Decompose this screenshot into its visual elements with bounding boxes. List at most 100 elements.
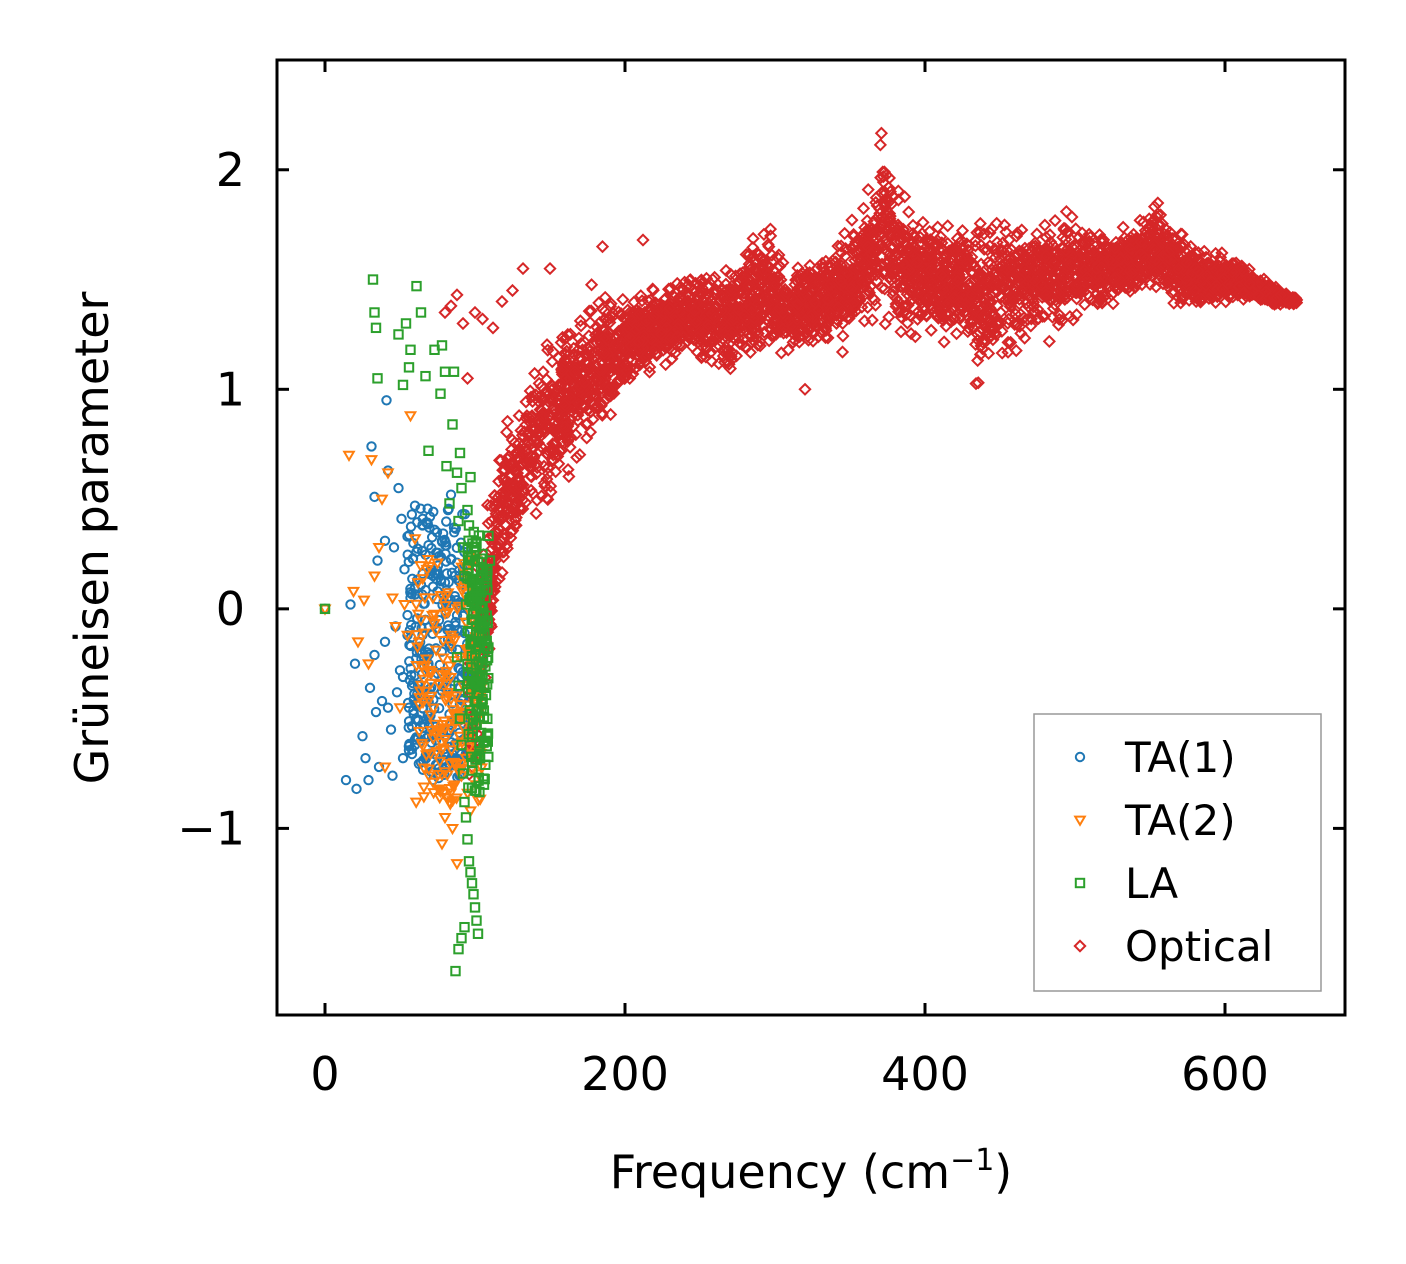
optical-point xyxy=(977,242,991,256)
optical-point xyxy=(628,361,642,376)
optical-point xyxy=(941,236,955,251)
la-point xyxy=(465,662,477,673)
optical-outlier-point xyxy=(516,261,530,276)
optical-point xyxy=(1113,279,1128,293)
optical-point xyxy=(1179,256,1194,270)
optical-point xyxy=(994,272,1008,286)
optical-point xyxy=(1144,224,1158,239)
ta1-point xyxy=(440,537,451,548)
optical-point xyxy=(767,279,781,293)
optical-point xyxy=(1040,268,1054,283)
optical-point xyxy=(1242,272,1256,286)
optical-point xyxy=(848,284,862,298)
ta1-point xyxy=(340,774,352,786)
optical-point xyxy=(750,298,764,312)
la-point xyxy=(471,915,482,926)
optical-point xyxy=(1131,274,1146,288)
optical-point xyxy=(1116,220,1130,234)
optical-point xyxy=(647,310,661,324)
optical-point xyxy=(815,256,829,270)
optical-point xyxy=(572,397,586,411)
optical-point xyxy=(583,425,598,439)
ta1-point xyxy=(399,564,410,575)
optical-point xyxy=(902,284,917,298)
optical-point xyxy=(516,478,530,492)
optical-point xyxy=(1091,295,1105,309)
optical-point xyxy=(953,300,967,314)
ta1-point xyxy=(376,695,388,707)
la-point xyxy=(465,471,476,483)
optical-point xyxy=(707,331,721,345)
optical-point xyxy=(757,227,771,241)
ta2-point xyxy=(416,697,430,710)
ta2-point xyxy=(427,618,442,631)
optical-point xyxy=(565,351,580,365)
ta1-point xyxy=(385,724,397,735)
optical-point xyxy=(593,363,607,377)
optical-point xyxy=(979,299,993,313)
optical-point xyxy=(691,330,705,344)
ta2-point xyxy=(418,593,432,605)
optical-point xyxy=(935,236,949,250)
optical-point xyxy=(997,276,1011,290)
ta1-point xyxy=(364,682,376,694)
optical-point xyxy=(969,376,983,391)
ta2-point xyxy=(416,741,430,753)
optical-point xyxy=(577,376,591,390)
ta1-point xyxy=(396,513,407,525)
ta1-point xyxy=(382,702,394,713)
ta1-point xyxy=(402,549,413,560)
optical-point xyxy=(823,277,838,291)
optical-point xyxy=(878,317,892,331)
optical-point xyxy=(1133,213,1147,227)
optical-point xyxy=(736,286,750,300)
optical-point xyxy=(518,436,532,450)
ta2-point xyxy=(414,561,428,573)
optical-point xyxy=(781,343,795,357)
optical-point xyxy=(609,337,623,351)
optical-point xyxy=(537,476,551,490)
optical-point xyxy=(861,240,875,254)
optical-point xyxy=(1059,204,1074,219)
optical-point xyxy=(744,301,758,315)
ta2-point xyxy=(403,411,418,423)
optical-point xyxy=(591,373,606,387)
optical-point xyxy=(884,267,899,281)
ta2-point xyxy=(424,726,439,738)
optical-point xyxy=(824,272,838,286)
optical-point xyxy=(676,282,691,297)
optical-point xyxy=(828,288,842,303)
ta1-point xyxy=(442,620,454,631)
optical-point xyxy=(546,454,560,468)
optical-point xyxy=(924,263,938,277)
optical-point xyxy=(836,329,850,343)
optical-point xyxy=(530,437,544,451)
optical-point xyxy=(912,244,926,258)
optical-point xyxy=(494,453,508,467)
optical-point xyxy=(552,388,567,403)
optical-point xyxy=(1202,291,1216,306)
ta2-point xyxy=(425,610,440,623)
series-ta2 xyxy=(318,411,490,871)
optical-outlier-point xyxy=(798,382,812,396)
optical-point xyxy=(494,533,508,547)
optical-point xyxy=(937,335,951,349)
optical-point xyxy=(634,289,648,303)
optical-point xyxy=(741,278,755,293)
ta2-point xyxy=(436,653,450,665)
optical-point xyxy=(705,354,719,368)
la-point xyxy=(459,796,470,808)
optical-point xyxy=(796,283,810,297)
optical-point xyxy=(1043,228,1057,242)
optical-point xyxy=(538,425,552,440)
optical-point xyxy=(633,307,647,321)
la-point xyxy=(372,373,383,384)
ta1-point xyxy=(432,560,444,571)
optical-point xyxy=(1046,301,1061,316)
ta2-point xyxy=(416,574,430,586)
optical-point xyxy=(855,275,869,290)
optical-point xyxy=(906,240,920,254)
optical-point xyxy=(721,332,735,346)
ta2-point xyxy=(412,637,426,649)
ta1-point xyxy=(397,752,409,764)
